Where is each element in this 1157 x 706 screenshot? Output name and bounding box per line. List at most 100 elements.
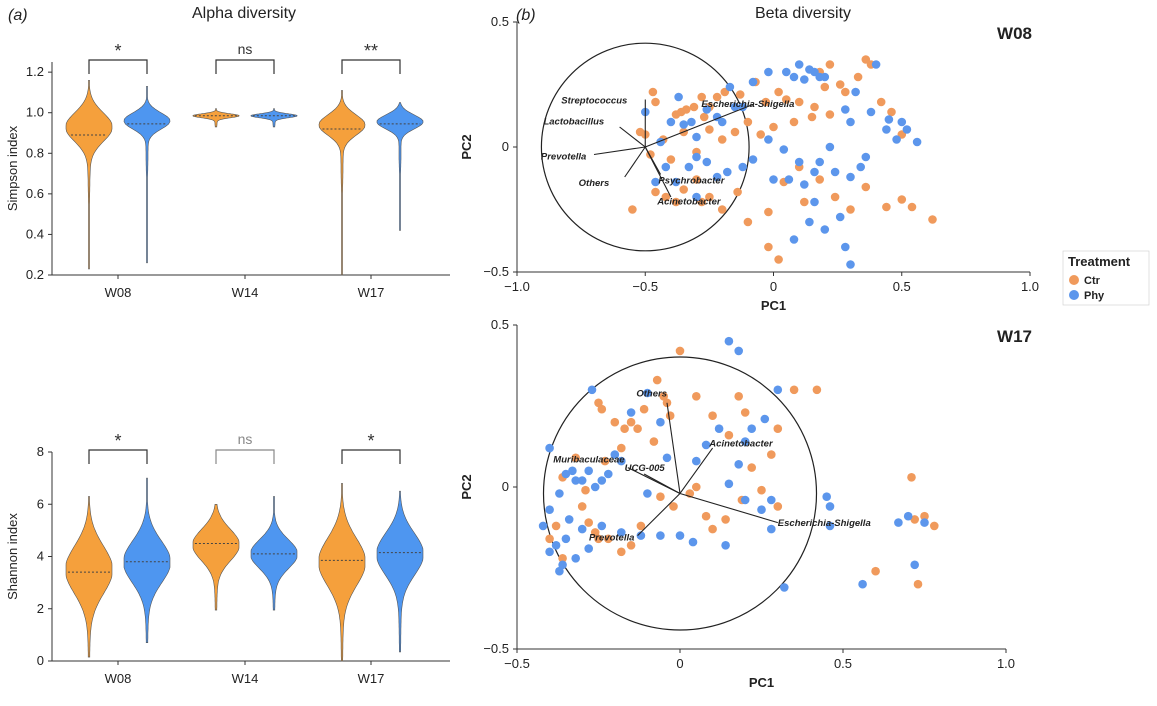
w17-point-phy: [545, 444, 554, 453]
w08-point-ctr: [667, 155, 676, 164]
w17-point-phy: [761, 415, 770, 424]
shannon-y-axis-label: Shannon index: [5, 513, 20, 600]
w08-chart-title: W08: [997, 24, 1032, 43]
w08-x-tick-label: 0: [770, 279, 777, 294]
w08-point-phy: [815, 158, 824, 167]
shannon-violin-phy-w08: [124, 478, 170, 643]
simpson-y-tick-label: 0.4: [26, 226, 44, 241]
w17-point-phy: [734, 460, 743, 469]
w08-point-ctr: [795, 98, 804, 107]
w17-y-tick-label: 0: [502, 479, 509, 494]
w08-point-phy: [826, 143, 835, 152]
panel-label-a: (a): [8, 7, 28, 24]
legend-phy-label: Phy: [1084, 290, 1105, 302]
w17-point-ctr: [640, 405, 649, 414]
w08-point-ctr: [628, 205, 637, 214]
w17-point-ctr: [774, 424, 783, 433]
w08-point-phy: [692, 133, 701, 142]
shannon-x-tick-label: W17: [358, 671, 385, 686]
w17-x-axis-label: PC1: [749, 675, 774, 690]
w17-point-phy: [725, 480, 734, 489]
w08-point-ctr: [651, 188, 660, 197]
w08-point-phy: [718, 118, 727, 127]
w08-point-ctr: [862, 55, 871, 64]
w08-point-phy: [738, 163, 747, 172]
simpson-violin-ctr-w08: [66, 80, 112, 269]
w08-y-tick-label: 0: [502, 139, 509, 154]
w08-loading-arrow: [645, 105, 753, 148]
w17-x-tick-label: 1.0: [997, 656, 1015, 671]
w08-point-ctr: [705, 125, 714, 134]
w08-point-ctr: [826, 110, 835, 119]
shannon-y-tick-label: 4: [37, 549, 44, 564]
simpson-significance-label: *: [114, 41, 121, 61]
w17-point-phy: [767, 496, 776, 505]
w08-point-phy: [836, 213, 845, 222]
w17-point-ctr: [930, 522, 939, 531]
w08-point-ctr: [774, 88, 783, 97]
legend-ctr-marker: [1069, 275, 1079, 285]
w17-point-phy: [826, 502, 835, 511]
w17-point-ctr: [692, 483, 701, 492]
legend-ctr-label: Ctr: [1084, 275, 1101, 287]
w17-point-ctr: [702, 512, 711, 521]
simpson-x-tick-label: W17: [358, 285, 385, 300]
w17-y-axis-label: PC2: [459, 474, 474, 499]
w17-point-phy: [767, 525, 776, 534]
w17-point-phy: [545, 548, 554, 557]
w08-point-ctr: [756, 130, 765, 139]
w17-point-ctr: [552, 522, 561, 531]
w17-point-ctr: [611, 418, 620, 427]
w17-point-ctr: [598, 405, 607, 414]
w17-x-tick-label: 0: [676, 656, 683, 671]
w08-x-tick-label: 0.5: [893, 279, 911, 294]
w17-point-phy: [555, 489, 564, 498]
w17-point-ctr: [653, 376, 662, 385]
shannon-x-tick-label: W14: [232, 671, 259, 686]
simpson-violin-phy-w08: [124, 86, 170, 263]
shannon-significance-label: *: [114, 431, 121, 451]
w08-point-ctr: [815, 175, 824, 184]
w08-point-phy: [846, 173, 855, 182]
w08-point-phy: [805, 218, 814, 227]
w08-point-phy: [749, 78, 758, 87]
w17-point-phy: [910, 561, 919, 570]
shannon-violin-ctr-w14: [193, 504, 239, 610]
w17-point-ctr: [914, 580, 923, 589]
w17-point-ctr: [676, 347, 685, 356]
legend: Treatment Ctr Phy: [1063, 251, 1149, 305]
w08-point-ctr: [808, 113, 817, 122]
w17-point-phy: [562, 535, 571, 544]
simpson-significance-label: **: [364, 41, 378, 61]
w17-point-ctr: [767, 450, 776, 459]
w17-x-tick-label: −0.5: [504, 656, 530, 671]
shannon-violin-ctr-w08: [66, 496, 112, 657]
w17-chart-title: W17: [997, 327, 1032, 346]
w08-loading-label: Others: [579, 178, 610, 189]
w17-point-ctr: [747, 463, 756, 472]
w17-point-phy: [656, 418, 665, 427]
w17-point-phy: [822, 492, 831, 501]
w08-point-ctr: [826, 60, 835, 69]
w17-point-phy: [568, 467, 577, 476]
w08-point-ctr: [877, 98, 886, 107]
w17-point-phy: [588, 386, 597, 395]
w17-point-ctr: [617, 444, 626, 453]
w08-point-phy: [862, 153, 871, 162]
w17-point-phy: [584, 467, 593, 476]
w08-point-ctr: [821, 83, 830, 92]
w08-point-phy: [810, 198, 819, 207]
legend-title: Treatment: [1068, 254, 1131, 269]
w08-point-phy: [800, 75, 809, 84]
simpson-violin-ctr-w17: [319, 90, 365, 275]
w08-point-ctr: [733, 188, 742, 197]
w17-loading-label: Muribaculaceae: [553, 455, 625, 466]
shannon-violin-phy-w14: [251, 496, 297, 610]
w08-point-phy: [841, 243, 850, 252]
w08-point-phy: [831, 168, 840, 177]
w17-point-phy: [598, 476, 607, 485]
w08-loading-label: Psychrobacter: [658, 175, 725, 186]
simpson-y-axis-label: Simpson index: [5, 125, 20, 211]
w08-point-ctr: [764, 243, 773, 252]
